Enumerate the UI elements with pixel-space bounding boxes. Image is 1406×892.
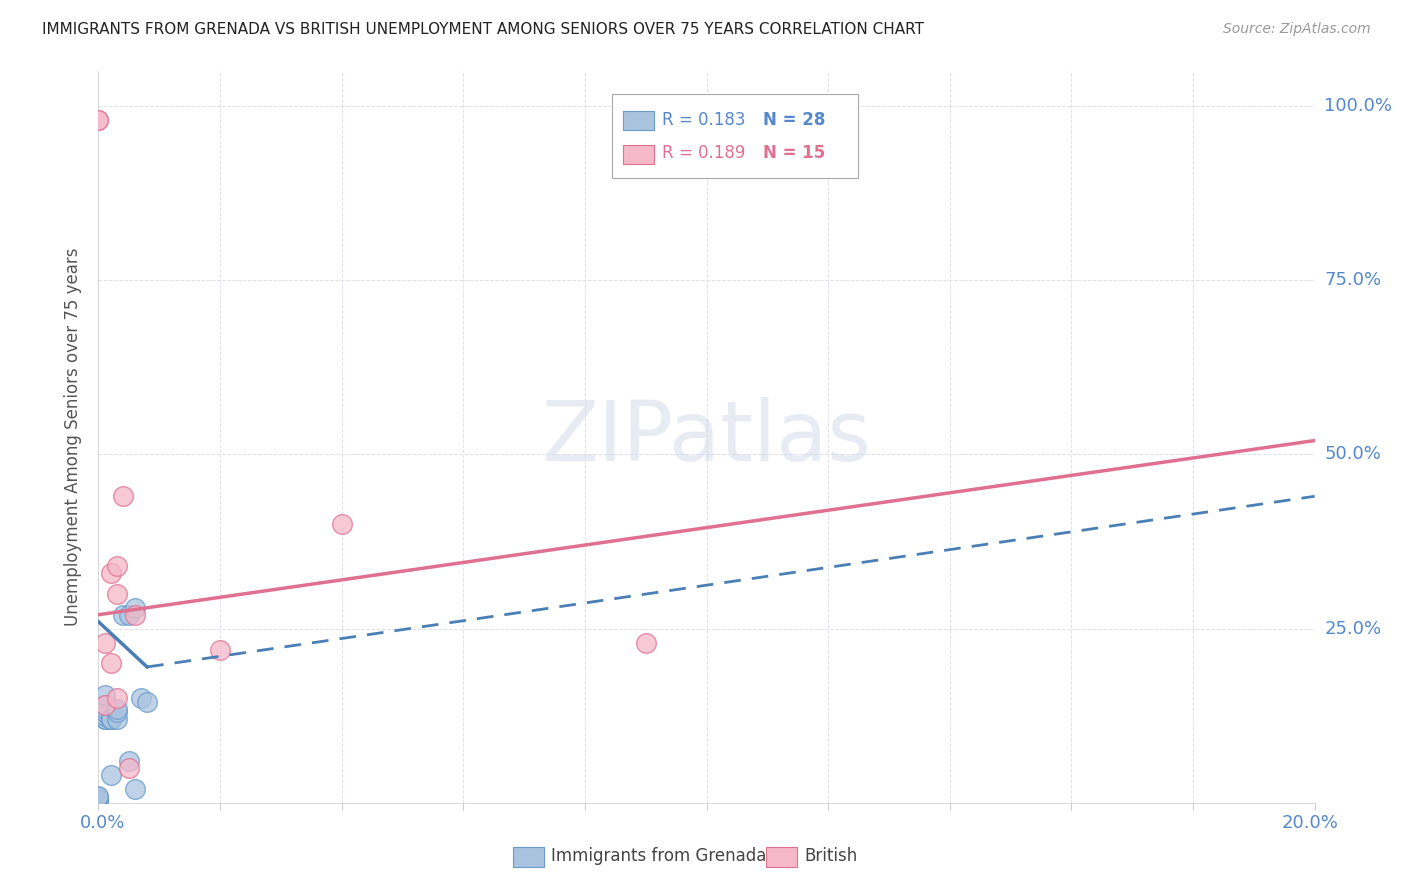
Point [87, 113, 110, 128]
Text: R = 0.183: R = 0.183 [662, 111, 745, 128]
Point [124, 781, 146, 796]
Point [105, 558, 128, 573]
Point [118, 761, 141, 775]
Point [100, 712, 122, 726]
Point [105, 702, 128, 716]
Point [87, 792, 110, 806]
Text: 50.0%: 50.0% [1324, 445, 1381, 464]
Point [93, 712, 115, 726]
Point [105, 712, 128, 726]
Point [87, 789, 110, 803]
Point [136, 695, 159, 709]
Point [118, 607, 141, 622]
Point [93, 688, 115, 702]
Text: British: British [804, 847, 858, 865]
Text: N = 28: N = 28 [763, 111, 825, 128]
Text: 75.0%: 75.0% [1324, 271, 1382, 289]
Point [111, 607, 134, 622]
Point [100, 566, 122, 580]
Text: 25.0%: 25.0% [1324, 620, 1382, 638]
Point [105, 691, 128, 706]
Point [87, 790, 110, 805]
Text: Source: ZipAtlas.com: Source: ZipAtlas.com [1223, 22, 1371, 37]
Point [105, 705, 128, 719]
Point [111, 489, 134, 503]
Point [105, 587, 128, 601]
Point [100, 768, 122, 782]
Point [100, 712, 122, 726]
Text: 20.0%: 20.0% [1282, 814, 1339, 831]
Text: ZIPatlas: ZIPatlas [541, 397, 872, 477]
Text: 100.0%: 100.0% [1324, 97, 1392, 115]
Point [93, 702, 115, 716]
Point [124, 600, 146, 615]
Point [634, 635, 657, 649]
Point [118, 754, 141, 768]
Point [87, 792, 110, 806]
Text: R = 0.189: R = 0.189 [662, 145, 745, 162]
Text: IMMIGRANTS FROM GRENADA VS BRITISH UNEMPLOYMENT AMONG SENIORS OVER 75 YEARS CORR: IMMIGRANTS FROM GRENADA VS BRITISH UNEMP… [42, 22, 924, 37]
Point [100, 657, 122, 671]
Point [100, 712, 122, 726]
Point [93, 698, 115, 713]
Point [87, 792, 110, 806]
Point [87, 792, 110, 806]
Point [330, 517, 353, 532]
Point [87, 792, 110, 806]
Point [93, 712, 115, 726]
Text: N = 15: N = 15 [763, 145, 825, 162]
Text: Immigrants from Grenada: Immigrants from Grenada [551, 847, 766, 865]
Text: 0.0%: 0.0% [80, 814, 125, 831]
Point [93, 708, 115, 723]
Point [124, 607, 146, 622]
Point [93, 698, 115, 713]
Point [209, 642, 232, 657]
Point [93, 635, 115, 649]
Point [129, 691, 152, 706]
Point [93, 705, 115, 719]
Point [87, 113, 110, 128]
Y-axis label: Unemployment Among Seniors over 75 years: Unemployment Among Seniors over 75 years [65, 248, 83, 626]
